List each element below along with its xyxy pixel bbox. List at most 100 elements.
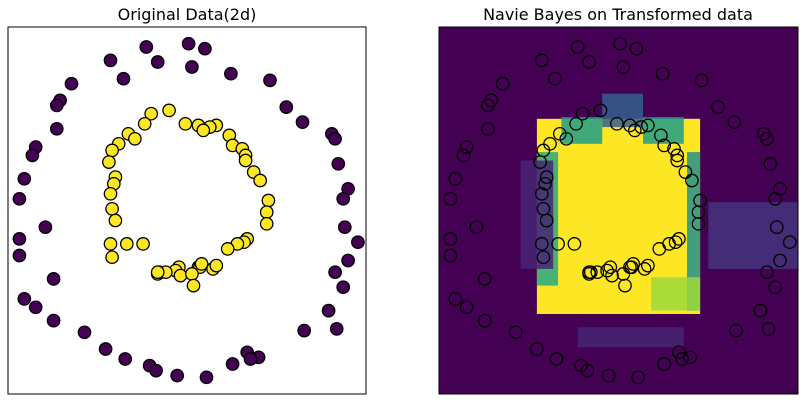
class-0-point <box>727 115 742 129</box>
class-0-point <box>331 156 346 171</box>
class-0-point <box>98 342 113 356</box>
class-0-point <box>149 363 163 378</box>
class-1-point <box>186 278 201 293</box>
class-1-point <box>105 143 119 158</box>
class-1-point <box>162 103 176 118</box>
class-1-point <box>569 116 583 131</box>
class-0-point <box>763 156 778 171</box>
class-0-point <box>77 325 92 340</box>
class-0-point <box>655 66 670 81</box>
right-plot-frame <box>438 26 799 395</box>
class-0-point <box>711 100 725 114</box>
class-1-point <box>103 237 118 251</box>
class-0-point <box>46 313 61 328</box>
class-1-point <box>108 213 123 228</box>
class-0-point <box>629 41 644 56</box>
class-0-point <box>768 191 783 206</box>
class-0-point <box>459 300 474 315</box>
class-1-point <box>603 260 618 275</box>
class-0-point <box>17 171 32 186</box>
class-0-point <box>683 350 698 365</box>
class-1-point <box>238 153 253 168</box>
class-0-point <box>139 40 154 54</box>
class-1-point <box>538 176 552 191</box>
class-1-point <box>626 257 641 271</box>
class-0-point <box>328 265 342 280</box>
class-1-point <box>539 170 554 184</box>
class-0-point <box>753 303 768 318</box>
class-0-point <box>49 98 64 113</box>
class-0-point <box>341 253 355 268</box>
class-0-point <box>657 357 672 371</box>
class-1-point <box>209 258 224 273</box>
class-0-point <box>443 191 458 206</box>
class-1-point <box>670 148 685 163</box>
heatmap-cell <box>687 152 701 311</box>
class-1-point <box>103 186 118 201</box>
class-1-point <box>533 155 548 169</box>
class-1-point <box>670 153 685 168</box>
class-1-point <box>600 263 614 278</box>
class-0-point <box>263 73 277 88</box>
class-1-point <box>605 268 619 283</box>
heatmap-cell <box>651 277 701 311</box>
class-1-point <box>641 118 655 133</box>
right-heatmap-regions <box>520 93 799 348</box>
right-axes: Navie Bayes on Transformed data <box>438 5 799 395</box>
class-0-point <box>297 323 312 338</box>
class-0-point <box>582 55 596 69</box>
class-1-point <box>627 123 642 138</box>
class-1-point <box>102 155 116 169</box>
class-0-point <box>336 280 351 295</box>
class-0-point <box>672 345 686 360</box>
class-0-point <box>170 368 185 383</box>
class-0-point <box>601 368 616 383</box>
class-0-point <box>295 115 310 129</box>
class-0-point <box>456 148 471 163</box>
class-0-point <box>199 370 214 385</box>
class-0-point <box>329 322 344 336</box>
class-0-point <box>549 352 564 366</box>
class-1-point <box>136 237 150 251</box>
left-chart-title: Original Data(2d) <box>118 5 257 24</box>
class-0-point <box>534 53 549 68</box>
class-0-point <box>481 98 495 113</box>
class-1-point <box>652 242 667 256</box>
class-1-point <box>539 213 554 228</box>
class-0-point <box>12 248 27 263</box>
class-1-point <box>654 128 668 143</box>
class-1-point <box>185 267 199 281</box>
class-1-point <box>559 131 574 146</box>
class-0-point <box>761 322 776 336</box>
class-1-point <box>637 262 652 276</box>
class-0-point <box>481 121 495 136</box>
class-0-point <box>477 313 492 328</box>
left-axes: Original Data(2d) <box>7 5 367 395</box>
class-0-point <box>530 342 544 356</box>
class-1-point <box>691 205 706 220</box>
class-0-point <box>198 41 212 56</box>
class-1-point <box>261 193 276 208</box>
class-1-point <box>144 106 159 121</box>
class-1-point <box>196 123 211 138</box>
class-1-point <box>551 237 565 251</box>
class-1-point <box>668 235 683 250</box>
class-0-point <box>12 191 27 206</box>
class-1-point <box>253 173 268 188</box>
class-0-point <box>782 235 797 250</box>
class-0-point <box>613 36 627 51</box>
class-1-point <box>567 237 582 251</box>
class-0-point <box>49 121 64 136</box>
class-0-point <box>17 292 32 306</box>
class-0-point <box>181 36 196 51</box>
class-1-point <box>259 216 274 231</box>
class-0-point <box>477 272 492 286</box>
class-0-point <box>760 131 774 146</box>
class-0-point <box>729 323 743 338</box>
class-1-point <box>105 250 119 265</box>
right-scatter-points <box>443 36 797 385</box>
left-scatter-points <box>12 36 365 385</box>
class-0-point <box>675 352 689 366</box>
